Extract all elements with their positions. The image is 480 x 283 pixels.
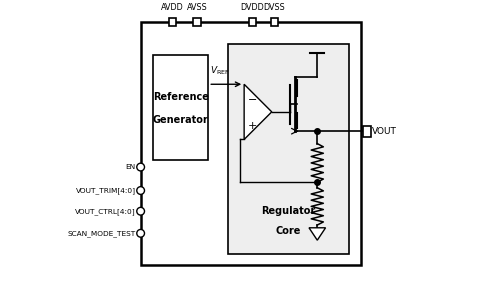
Text: Core: Core (276, 226, 301, 235)
Text: AVDD: AVDD (161, 3, 184, 12)
Text: EN: EN (126, 164, 136, 170)
Text: DVSS: DVSS (264, 3, 286, 12)
Bar (271, 18, 278, 26)
Bar (193, 18, 201, 26)
Text: $V_{\mathregular{REF}}$: $V_{\mathregular{REF}}$ (210, 65, 229, 77)
Circle shape (137, 163, 144, 171)
Text: Generator: Generator (153, 115, 208, 125)
Text: Regulator: Regulator (261, 206, 315, 216)
Text: $+$: $+$ (248, 120, 258, 131)
Text: VOUT: VOUT (372, 127, 397, 136)
Bar (249, 18, 256, 26)
Text: $-$: $-$ (248, 93, 258, 103)
Circle shape (137, 207, 144, 215)
Text: AVSS: AVSS (187, 3, 207, 12)
Text: VOUT_CTRL[4:0]: VOUT_CTRL[4:0] (75, 208, 136, 215)
Bar (363, 126, 371, 137)
Text: VOUT_TRIM[4:0]: VOUT_TRIM[4:0] (75, 187, 136, 194)
Text: SCAN_MODE_TEST: SCAN_MODE_TEST (67, 230, 136, 237)
Circle shape (137, 230, 144, 237)
Polygon shape (309, 228, 325, 240)
Bar (141, 22, 361, 265)
Text: DVDD: DVDD (240, 3, 264, 12)
Bar (168, 18, 176, 26)
Bar (153, 55, 208, 160)
Circle shape (137, 187, 144, 194)
Text: Reference: Reference (153, 92, 209, 102)
Polygon shape (244, 84, 272, 140)
Bar (228, 44, 349, 254)
